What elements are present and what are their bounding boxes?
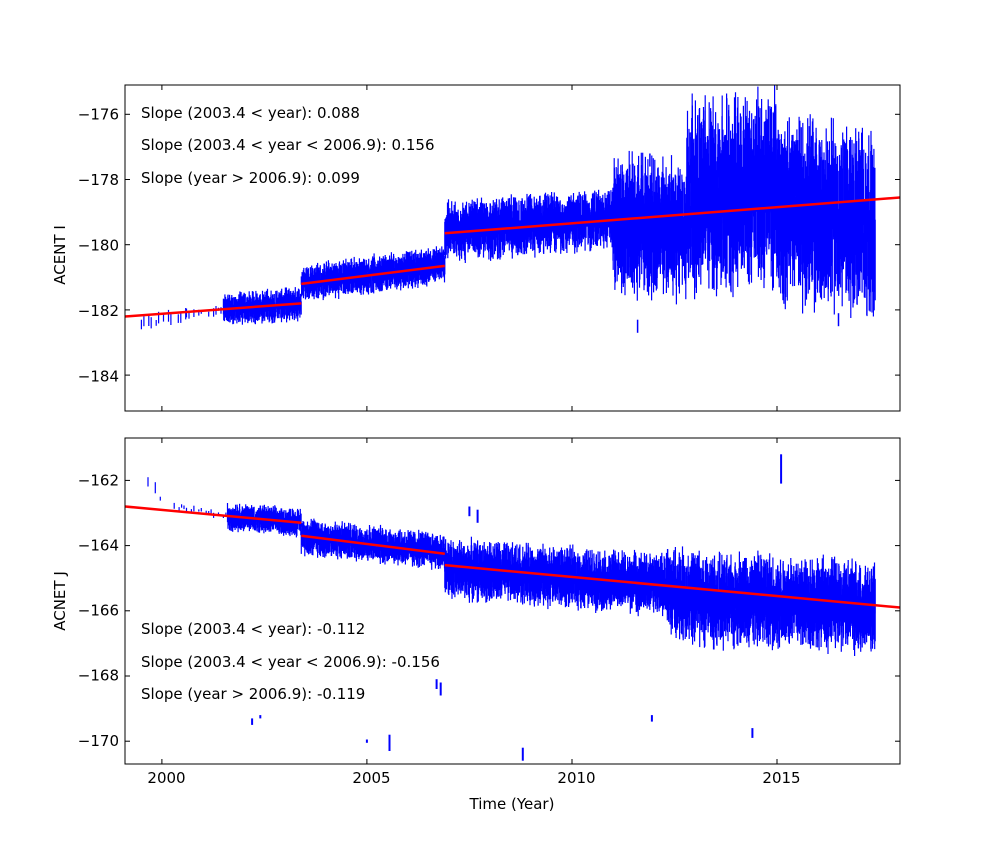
top-slope-annotation-3: Slope (year > 2006.9): 0.099 [141,169,360,187]
top-y-axis-label: ACENT I [51,225,69,285]
top-y-tick-label: −180 [78,237,119,255]
top-y-tick-label: −178 [78,171,119,189]
fit-line [444,196,900,235]
top-axes-frame [124,84,901,412]
fit-line [301,264,445,286]
top-slope-annotation-2: Slope (2003.4 < year < 2006.9): 0.156 [141,136,435,154]
fit-line [125,302,302,318]
top-fit-lines [125,196,900,318]
top-slope-annotation-1: Slope (2003.4 < year): 0.088 [141,104,360,122]
bottom-chart-panel: −162 −164 −166 −168 −170 2000 2005 2010 … [51,437,901,813]
top-chart-panel: −176 −178 −180 −182 −184 ACENT I Slope (… [51,84,901,412]
top-ticks [125,85,900,411]
top-y-tick-label: −184 [78,368,119,386]
top-y-tick-label: −182 [78,302,119,320]
top-y-tick-label: −176 [78,106,119,124]
